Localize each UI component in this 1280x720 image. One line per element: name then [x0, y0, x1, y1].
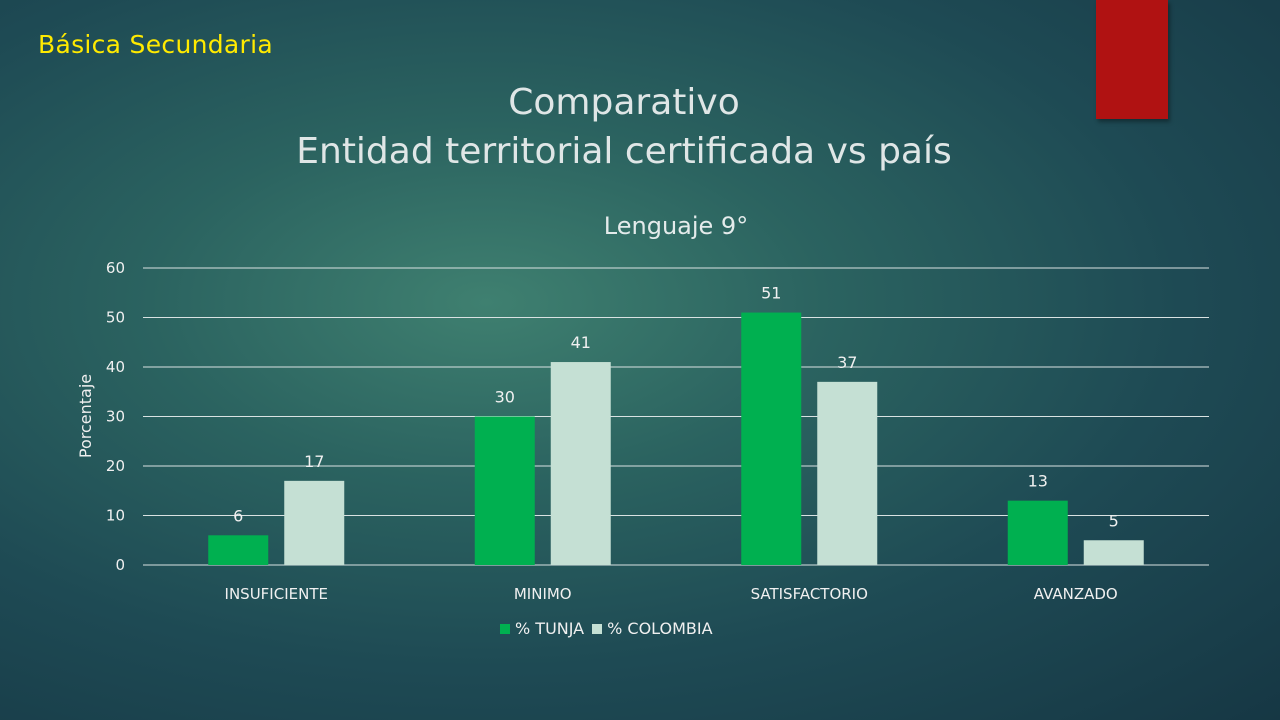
data-label-tunja: 13: [1028, 472, 1048, 491]
corner-accent-tab: [1096, 0, 1168, 119]
chart-title: Lenguaje 9°: [603, 212, 749, 240]
slide-title: Comparativo Entidad territorial certific…: [0, 78, 1248, 176]
data-label-tunja: 6: [233, 506, 243, 525]
y-tick-label: 20: [106, 457, 125, 475]
bar-tunja: [1007, 500, 1068, 565]
data-label-tunja: 30: [495, 388, 515, 407]
legend-item-colombia: % COLOMBIA: [592, 619, 713, 638]
data-label-colombia: 37: [837, 353, 857, 372]
x-category-label: AVANZADO: [1034, 585, 1118, 603]
section-label: Básica Secundaria: [38, 30, 273, 59]
x-category-label: INSUFICIENTE: [225, 585, 328, 603]
legend-swatch-colombia: [592, 623, 603, 634]
bar-colombia: [550, 362, 611, 565]
y-tick-label: 0: [115, 556, 125, 574]
bar-tunja: [208, 535, 269, 565]
data-label-tunja: 51: [761, 284, 781, 303]
bar-tunja: [741, 312, 802, 565]
bar-colombia: [817, 381, 878, 565]
y-tick-label: 30: [106, 408, 125, 426]
legend-item-tunja: % TUNJA: [500, 619, 584, 638]
data-label-colombia: 5: [1109, 511, 1119, 530]
legend-label-tunja: % TUNJA: [515, 619, 585, 638]
data-label-colombia: 17: [304, 452, 324, 471]
y-axis-label: Porcentaje: [76, 374, 95, 458]
data-label-colombia: 41: [571, 333, 591, 352]
slide-title-line-2: Entidad territorial certificada vs país: [296, 131, 952, 172]
bar-colombia: [1083, 540, 1144, 565]
legend-label-colombia: % COLOMBIA: [607, 619, 713, 638]
y-tick-label: 50: [106, 309, 125, 327]
y-tick-label: 10: [106, 507, 125, 525]
y-tick-label: 60: [106, 259, 125, 277]
x-category-label: MINIMO: [514, 585, 572, 603]
bar-tunja: [474, 416, 535, 565]
bar-colombia: [284, 480, 345, 565]
y-tick-label: 40: [106, 358, 125, 376]
chart-legend: % TUNJA % COLOMBIA: [500, 619, 721, 638]
slide-title-line-1: Comparativo: [508, 82, 740, 123]
x-category-label: SATISFACTORIO: [751, 585, 868, 603]
legend-swatch-tunja: [500, 623, 510, 634]
